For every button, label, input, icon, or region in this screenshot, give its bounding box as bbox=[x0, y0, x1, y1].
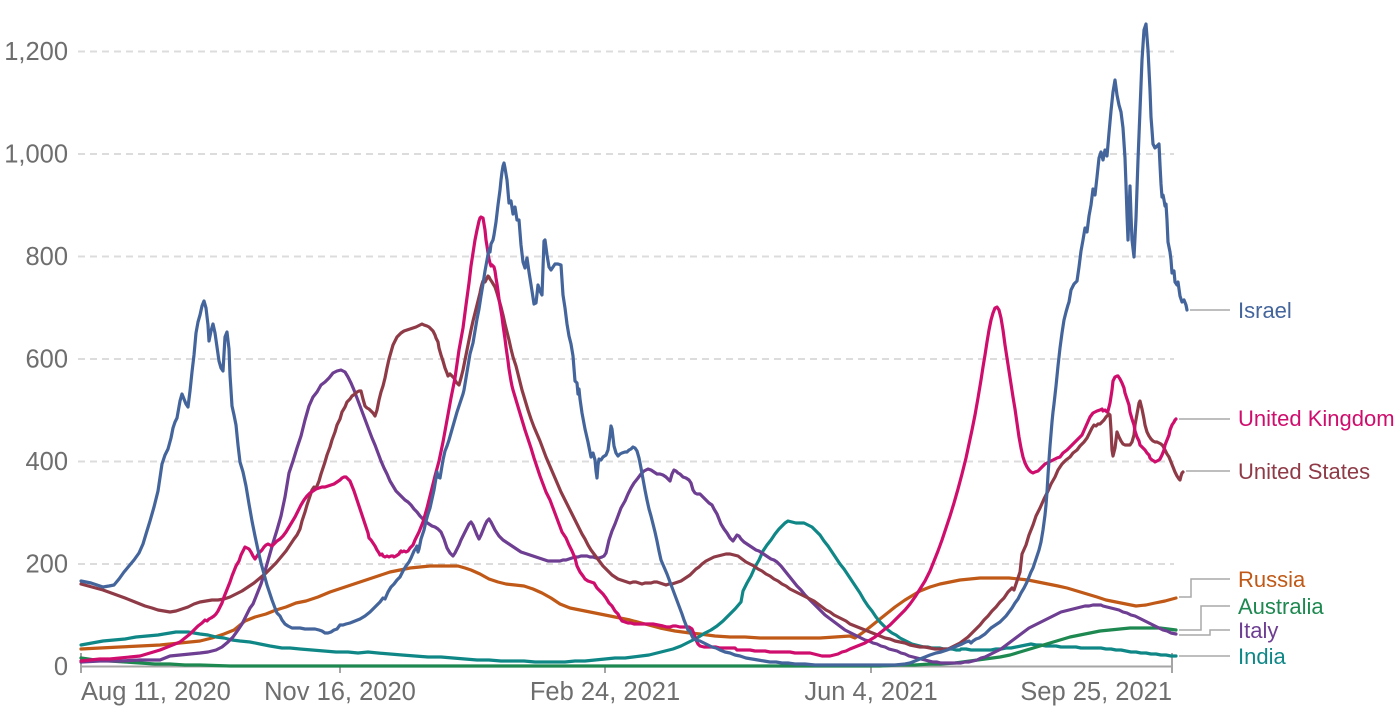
svg-text:Australia: Australia bbox=[1238, 594, 1324, 619]
svg-text:Feb 24, 2021: Feb 24, 2021 bbox=[530, 678, 680, 706]
svg-text:600: 600 bbox=[25, 346, 68, 374]
svg-text:Sep 25, 2021: Sep 25, 2021 bbox=[1020, 678, 1172, 706]
svg-text:United Kingdom: United Kingdom bbox=[1238, 406, 1395, 431]
svg-text:United States: United States bbox=[1238, 459, 1370, 484]
svg-text:Nov 16, 2020: Nov 16, 2020 bbox=[264, 678, 416, 706]
svg-text:0: 0 bbox=[54, 653, 68, 681]
svg-text:200: 200 bbox=[25, 551, 68, 579]
svg-text:India: India bbox=[1238, 644, 1286, 669]
svg-text:1,000: 1,000 bbox=[4, 141, 68, 169]
svg-text:Russia: Russia bbox=[1238, 567, 1306, 592]
svg-text:1,200: 1,200 bbox=[4, 38, 68, 66]
svg-text:400: 400 bbox=[25, 448, 68, 476]
svg-text:Italy: Italy bbox=[1238, 618, 1278, 643]
svg-text:Israel: Israel bbox=[1238, 298, 1292, 323]
svg-text:Aug 11, 2020: Aug 11, 2020 bbox=[81, 678, 231, 706]
svg-text:Jun 4, 2021: Jun 4, 2021 bbox=[804, 678, 937, 706]
svg-text:800: 800 bbox=[25, 243, 68, 271]
